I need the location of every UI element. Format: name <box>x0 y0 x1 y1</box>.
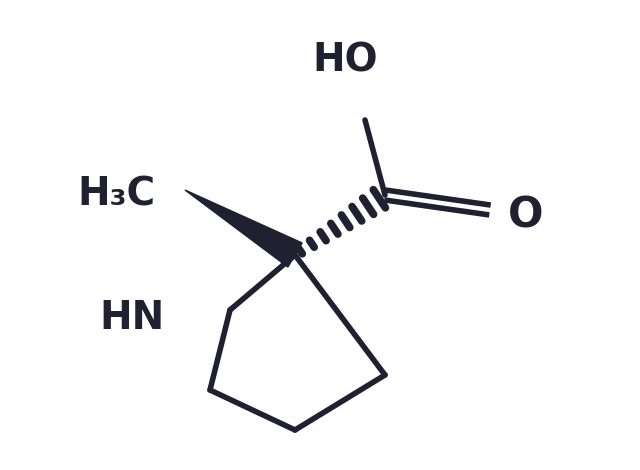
Polygon shape <box>185 190 302 267</box>
Text: HN: HN <box>100 299 165 337</box>
Text: HO: HO <box>312 41 378 79</box>
Text: O: O <box>508 194 543 236</box>
Text: H₃C: H₃C <box>77 176 155 214</box>
